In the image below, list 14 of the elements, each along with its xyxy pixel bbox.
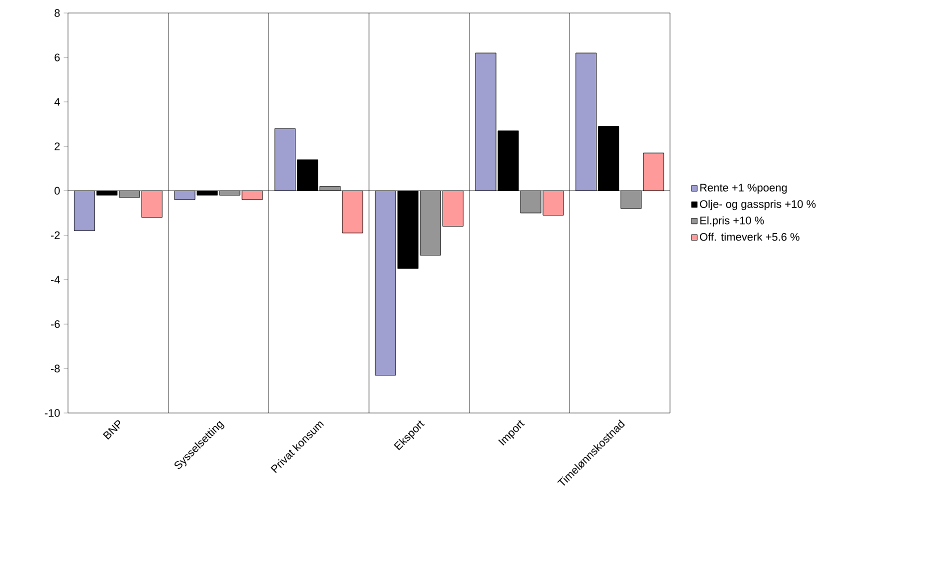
- y-tick-label: 0: [54, 186, 60, 195]
- legend-label: El.pris +10 %: [700, 216, 764, 227]
- y-tick-label: 8: [54, 9, 60, 17]
- y-tick-label: 2: [54, 142, 60, 150]
- y-tick-label: -4: [50, 276, 60, 284]
- y-tick-label: -8: [50, 364, 60, 372]
- y-tick-label: -2: [50, 231, 60, 240]
- y-tick-label: 4: [54, 98, 60, 106]
- y-tick-label: -6: [50, 320, 60, 328]
- y-tick-label: 6: [54, 54, 60, 62]
- legend-label: Olje- og gasspris +10 %: [700, 200, 816, 210]
- legend-label: Off. timeverk +5.6 %: [700, 232, 800, 241]
- legend-label: Rente +1 %poeng: [700, 184, 787, 194]
- y-tick-label: -10: [44, 409, 60, 417]
